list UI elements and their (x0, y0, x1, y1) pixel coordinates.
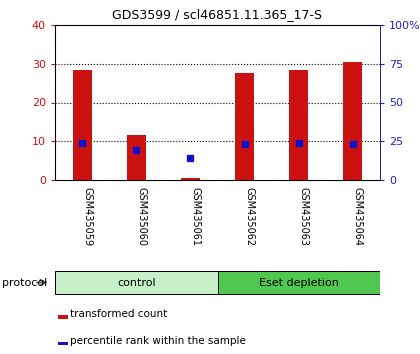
Bar (218, 271, 380, 294)
Title: GDS3599 / scl46851.11.365_17-S: GDS3599 / scl46851.11.365_17-S (113, 8, 323, 21)
Text: GSM435064: GSM435064 (353, 187, 363, 246)
Bar (344, 62, 362, 180)
Bar (289, 70, 308, 180)
Bar (127, 136, 146, 180)
Text: Eset depletion: Eset depletion (259, 278, 339, 287)
Text: GSM435062: GSM435062 (244, 187, 255, 246)
Text: GSM435063: GSM435063 (299, 187, 309, 246)
Text: GSM435060: GSM435060 (136, 187, 146, 246)
Text: GSM435061: GSM435061 (190, 187, 200, 246)
Text: transformed count: transformed count (70, 309, 167, 319)
Text: GSM435059: GSM435059 (82, 187, 92, 246)
Bar (58, 342, 68, 345)
Bar (235, 73, 254, 180)
Bar (73, 70, 92, 180)
Bar (181, 178, 200, 180)
Text: percentile rank within the sample: percentile rank within the sample (70, 336, 246, 346)
Text: protocol: protocol (2, 278, 47, 287)
Text: control: control (117, 278, 155, 287)
Bar (55, 271, 218, 294)
Bar (58, 315, 68, 319)
